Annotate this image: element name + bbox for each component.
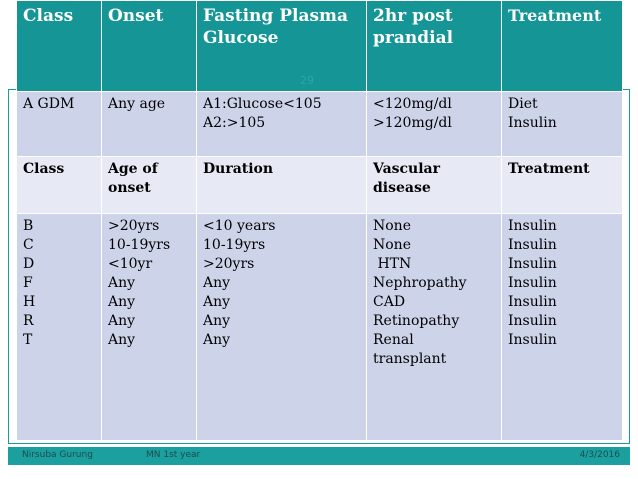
cell-line: >120mg/dl	[373, 115, 452, 131]
cell-line: A2:>105	[203, 115, 266, 131]
cell-line: 10-19yrs	[203, 237, 266, 253]
footer-bar: Nirsuba Gurung MN 1st year 4/3/2016	[8, 447, 630, 465]
footer-author: Nirsuba Gurung	[22, 450, 93, 460]
header-cell-2hr-post-prandial: 2hr post prandial	[366, 0, 502, 92]
cell-line: >20yrs	[108, 218, 160, 234]
cell-line: Insulin	[508, 294, 557, 310]
table-subheader-row: Class Age of onset Duration Vascular dis…	[16, 156, 623, 214]
subheader-cell-duration: Duration	[196, 156, 367, 214]
cell-onset-list: >20yrs 10-19yrs <10yr Any Any Any Any	[101, 213, 197, 441]
cell-line: >20yrs	[203, 256, 255, 272]
subheader-cell-vascular-disease: Vascular disease	[366, 156, 502, 214]
cell-line: Any	[203, 332, 231, 348]
cell-line: Retinopathy	[373, 313, 460, 329]
header-cell-treatment: Treatment	[501, 0, 623, 92]
cell-line: R	[23, 313, 34, 329]
cell-line: C	[23, 237, 34, 253]
cell-line: T	[23, 332, 33, 348]
cell-vascular-list: None None HTN Nephropathy CAD Retinopath…	[366, 213, 502, 441]
cell-line: Insulin	[508, 275, 557, 291]
cell-line: <10 years	[203, 218, 276, 234]
cell-line: Insulin	[508, 256, 557, 272]
cell-duration-list: <10 years 10-19yrs >20yrs Any Any Any An…	[196, 213, 367, 441]
cell-line: <10yr	[108, 256, 153, 272]
cell-line: Any	[108, 275, 136, 291]
cell-line: HTN	[373, 256, 412, 272]
subheader-cell-treatment: Treatment	[501, 156, 623, 214]
cell-line: None	[373, 218, 411, 234]
cell-line: <120mg/dl	[373, 96, 452, 112]
header-cell-onset: Onset	[101, 0, 197, 92]
cell-line: 10-19yrs	[108, 237, 171, 253]
cell-line: A1:Glucose<105	[203, 96, 322, 112]
cell-line: F	[23, 275, 33, 291]
header-cell-fasting-plasma-glucose: Fasting Plasma Glucose	[196, 0, 367, 92]
cell-class: A GDM	[16, 91, 102, 157]
cell-treatment-list: Insulin Insulin Insulin Insulin Insulin …	[501, 213, 623, 441]
cell-line: Insulin	[508, 115, 557, 131]
cell-line: Insulin	[508, 332, 557, 348]
cell-fasting: A1:Glucose<105 A2:>105	[196, 91, 367, 157]
gdm-classification-table: Class Onset Fasting Plasma Glucose 2hr p…	[16, 0, 623, 441]
cell-prandial: <120mg/dl >120mg/dl	[366, 91, 502, 157]
table-row: B C D F H R T >20yrs 10-19yrs <10yr Any …	[16, 213, 623, 441]
cell-line: Any	[203, 294, 231, 310]
cell-line: Any	[108, 332, 136, 348]
slide-number: 29	[300, 74, 314, 87]
cell-line: B	[23, 218, 34, 234]
subheader-cell-class: Class	[16, 156, 102, 214]
cell-treatment: Diet Insulin	[501, 91, 623, 157]
cell-onset: Any age	[101, 91, 197, 157]
footer-course: MN 1st year	[146, 450, 201, 460]
header-cell-class: Class	[16, 0, 102, 92]
cell-line: Renal transplant	[373, 332, 447, 367]
table-row: A GDM Any age A1:Glucose<105 A2:>105 <12…	[16, 91, 623, 157]
cell-line: CAD	[373, 294, 406, 310]
cell-line: H	[23, 294, 36, 310]
cell-line: Nephropathy	[373, 275, 467, 291]
cell-line: Any	[203, 313, 231, 329]
cell-line: Insulin	[508, 237, 557, 253]
subheader-cell-age-of-onset: Age of onset	[101, 156, 197, 214]
cell-line: Any	[203, 275, 231, 291]
cell-line: Diet	[508, 96, 538, 112]
table-header-row: Class Onset Fasting Plasma Glucose 2hr p…	[16, 0, 623, 92]
cell-line: Any	[108, 313, 136, 329]
cell-line: D	[23, 256, 35, 272]
cell-line: Insulin	[508, 313, 557, 329]
footer-date: 4/3/2016	[579, 450, 620, 460]
cell-class-list: B C D F H R T	[16, 213, 102, 441]
cell-line: Any	[108, 294, 136, 310]
cell-line: Insulin	[508, 218, 557, 234]
cell-line: None	[373, 237, 411, 253]
